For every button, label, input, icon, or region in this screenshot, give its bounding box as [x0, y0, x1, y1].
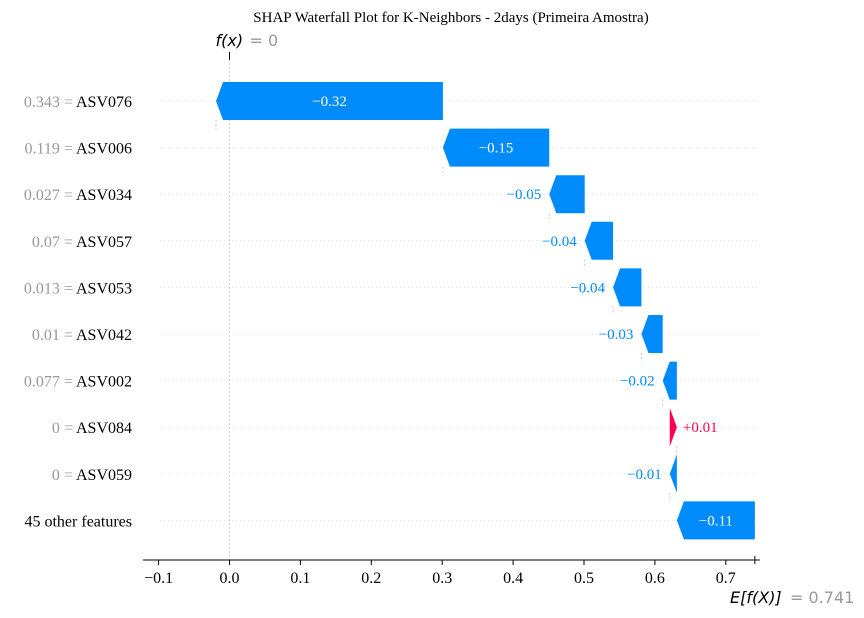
feature-value: 0.077 =: [24, 374, 76, 391]
x-tick-label: 0.6: [645, 570, 665, 587]
x-tick-label: 0.0: [220, 570, 240, 587]
feature-name: ASV034: [76, 187, 132, 204]
feature-label: 0.013 = ASV053: [24, 280, 132, 297]
feature-value: 0.07 =: [32, 234, 76, 251]
feature-value: 0.01 =: [32, 327, 76, 344]
feature-label: 0.119 = ASV006: [24, 141, 132, 158]
ex-value: = 0.741: [790, 588, 854, 607]
feature-label: 0 = ASV059: [52, 467, 132, 484]
feature-label: 45 other features: [24, 513, 132, 530]
fx-value: = 0: [250, 31, 279, 50]
shap-bar: [662, 361, 677, 400]
feature-label: 0 = ASV084: [52, 420, 132, 437]
shap-bar-labels: −0.32 −0.15 −0.05 −0.04 −0.04 −0.03 −0.02 +0.01…: [312, 94, 733, 529]
shap-value-label: −0.01: [627, 467, 662, 483]
shap-bar: [584, 221, 614, 260]
shap-value-label: −0.32: [312, 94, 347, 110]
feature-value: 0.343 =: [24, 94, 76, 111]
x-tick-label: 0.3: [432, 570, 452, 587]
feature-name: ASV084: [76, 420, 132, 437]
shap-bar: [549, 175, 585, 214]
feature-name: ASV006: [76, 141, 132, 158]
shap-bar: [676, 501, 755, 540]
feature-name: ASV053: [76, 280, 132, 297]
x-tick-label: 0.2: [361, 570, 381, 587]
shap-bar: [669, 454, 677, 493]
shap-value-label: −0.15: [479, 141, 514, 157]
shap-value-label: −0.03: [599, 327, 634, 343]
feature-name: ASV057: [76, 234, 132, 251]
x-tick-label: −0.1: [144, 570, 173, 587]
feature-label: 0.027 = ASV034: [24, 187, 132, 204]
x-tick-label: 0.7: [716, 570, 736, 587]
shap-value-label: −0.11: [699, 513, 733, 529]
chart-title: SHAP Waterfall Plot for K-Neighbors - 2d…: [253, 10, 648, 26]
x-tick-label: 0.1: [290, 570, 310, 587]
shap-value-label: −0.05: [507, 187, 542, 203]
connector-lines: [215, 120, 678, 502]
row-gridlines: [160, 100, 760, 521]
shap-bar: [442, 128, 550, 167]
feature-label: 0.077 = ASV002: [24, 374, 132, 391]
shap-bar: [669, 408, 677, 447]
feature-value: 0 =: [52, 420, 76, 437]
feature-name: ASV042: [76, 327, 132, 344]
feature-value: 0.119 =: [24, 141, 76, 158]
shap-value-label: −0.04: [570, 280, 605, 296]
shap-bar: [216, 82, 443, 120]
shap-bar: [641, 315, 663, 353]
shap-value-label: −0.02: [620, 374, 655, 390]
feature-value: 0.027 =: [24, 187, 76, 204]
feature-name: ASV059: [76, 467, 132, 484]
x-axis: −0.1 0.0 0.1 0.2 0.3 0.4 0.5 0.6 0.7: [143, 52, 760, 587]
fx-label: f(x): [216, 31, 244, 50]
feature-name: ASV076: [76, 94, 132, 111]
feature-value: 0.013 =: [24, 280, 76, 297]
feature-label: 0.07 = ASV057: [32, 234, 132, 251]
shap-bar: [613, 268, 642, 307]
shap-value-label: +0.01: [683, 420, 718, 436]
ex-label: E[f(X)]: [730, 588, 782, 607]
feature-value: 0 =: [52, 467, 76, 484]
feature-labels: 0.343 = ASV076 0.119 = ASV006 0.027 = ASV0…: [24, 94, 132, 530]
shap-value-label: −0.04: [542, 234, 577, 250]
feature-name: ASV002: [76, 374, 132, 391]
feature-label: 0.01 = ASV042: [32, 327, 132, 344]
x-tick-label: 0.4: [503, 570, 523, 587]
feature-label: 0.343 = ASV076: [24, 94, 132, 111]
x-tick-label: 0.5: [574, 570, 594, 587]
feature-name: 45 other features: [24, 513, 132, 530]
shap-bars: [216, 82, 755, 540]
